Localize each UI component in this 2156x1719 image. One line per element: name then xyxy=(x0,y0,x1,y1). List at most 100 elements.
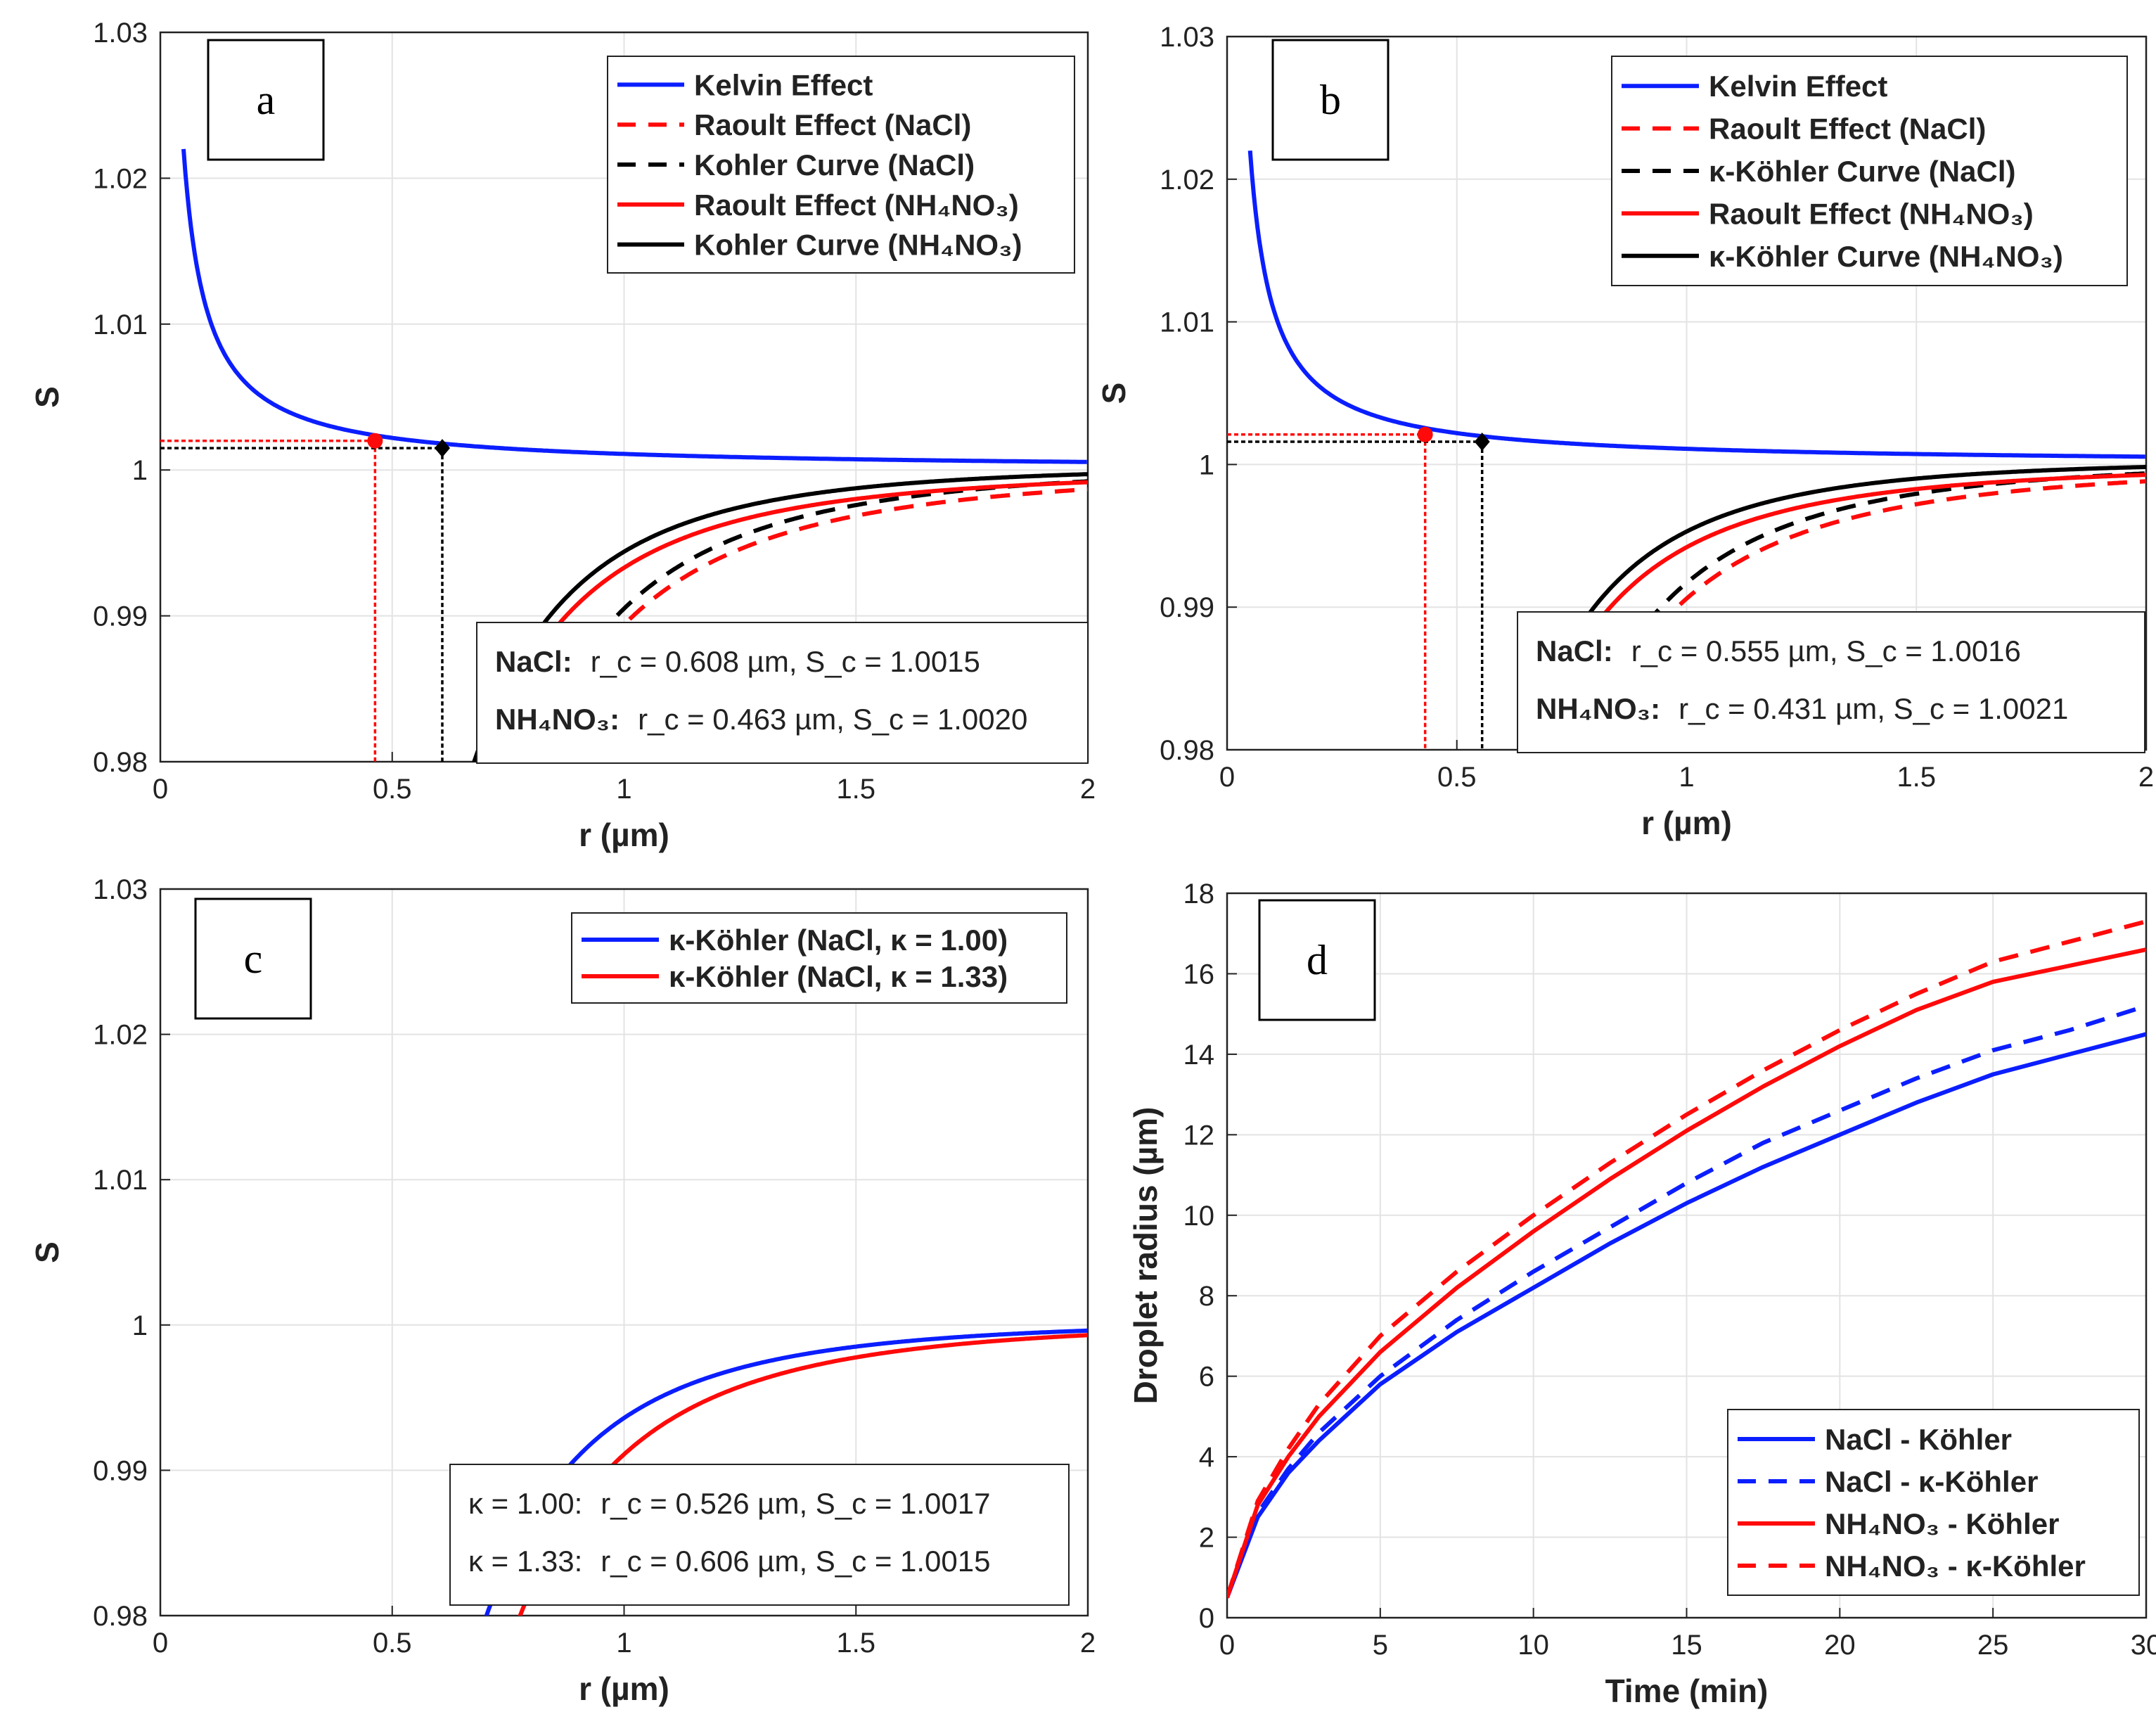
annotation-box xyxy=(1517,611,2145,753)
chart-panel-c: 0 0.5 1 1.5 2 0.98 0.99 1 1.01 1.02 1.03 r (µm) Sκ-K… xyxy=(29,874,1096,1707)
legend-entry: Kohler Curve (NH₄NO₃) xyxy=(694,229,1022,262)
annotation-label: κ = 1.33: xyxy=(468,1545,582,1578)
y-tick-label: 0.99 xyxy=(1160,592,1214,623)
annotation-box xyxy=(449,1464,1070,1606)
legend-box xyxy=(607,56,1075,274)
plot-frame xyxy=(1226,892,2148,1619)
x-tick-label: 2 xyxy=(1080,1628,1096,1659)
x-axis-label: r (µm) xyxy=(1641,805,1732,841)
legend-entry: κ-Köhler Curve (NaCl) xyxy=(1709,155,2015,188)
annotation-text: r_c = 0.463 µm, S_c = 1.0020 xyxy=(638,703,1027,736)
panel-label-box xyxy=(194,897,312,1020)
annotation-text: r_c = 0.606 µm, S_c = 1.0015 xyxy=(601,1545,990,1578)
x-tick-label: 1.5 xyxy=(836,774,875,805)
y-tick-label: 0.99 xyxy=(93,601,148,632)
annotation-text: r_c = 0.608 µm, S_c = 1.0015 xyxy=(591,645,980,678)
plot-area xyxy=(1227,919,2146,1599)
x-tick-label: 2 xyxy=(2138,762,2154,793)
legend-entry: NH₄NO₃ - κ-Köhler xyxy=(1825,1549,2086,1583)
panel-label-box xyxy=(1258,899,1376,1021)
y-tick-label: 1.02 xyxy=(93,163,148,194)
legend-entry: NH₄NO₃ - Köhler xyxy=(1825,1507,2059,1540)
legend-entry: Raoult Effect (NH₄NO₃) xyxy=(1709,197,2034,230)
y-tick-label: 1.03 xyxy=(93,874,148,905)
legend-entry: Kelvin Effect xyxy=(694,68,873,101)
y-tick-label: 4 xyxy=(1199,1442,1214,1473)
annotation-label: NH₄NO₃: xyxy=(1536,692,1660,725)
annotation-text: r_c = 0.555 µm, S_c = 1.0016 xyxy=(1631,634,2021,667)
y-tick-label: 1.01 xyxy=(1160,307,1214,338)
x-tick-label: 20 xyxy=(1824,1630,1856,1661)
chart-panel-b: 0 0.5 1 1.5 2 0.98 0.99 1 1.01 1.02 1.03 r (µm) S Kel… xyxy=(1096,22,2154,841)
y-tick-label: 1.03 xyxy=(1160,22,1214,53)
annotation-label: NaCl: xyxy=(495,645,572,678)
y-tick-label: 0 xyxy=(1199,1603,1214,1634)
x-axis-label: Time (min) xyxy=(1605,1673,1769,1709)
x-tick-label: 2 xyxy=(1080,774,1096,805)
y-tick-label: 1.02 xyxy=(1160,165,1214,196)
plot-frame xyxy=(159,888,1089,1617)
annotation-text: r_c = 0.431 µm, S_c = 1.0021 xyxy=(1679,692,2068,725)
y-tick-label: 18 xyxy=(1183,878,1215,909)
series-line xyxy=(1227,1004,2146,1599)
x-tick-label: 1.5 xyxy=(836,1628,875,1659)
y-tick-label: 1 xyxy=(132,1310,148,1341)
critical-point-marker xyxy=(367,433,383,449)
critical-point-marker xyxy=(1417,426,1433,442)
y-tick-label: 6 xyxy=(1199,1362,1214,1393)
legend-entry: Kohler Curve (NaCl) xyxy=(694,148,975,181)
y-tick-label: 1.01 xyxy=(93,309,148,340)
y-axis-label: S xyxy=(29,386,65,408)
panel-label: a xyxy=(257,77,276,123)
x-tick-label: 0 xyxy=(153,774,168,805)
y-tick-label: 2 xyxy=(1199,1523,1214,1554)
y-tick-label: 1 xyxy=(1199,449,1214,480)
x-tick-label: 1 xyxy=(616,774,631,805)
legend-entry: κ-Köhler Curve (NH₄NO₃) xyxy=(1709,240,2063,273)
y-tick-label: 16 xyxy=(1183,959,1215,990)
legend-entry: Raoult Effect (NaCl) xyxy=(1709,113,1986,146)
panel-label-box xyxy=(207,39,325,161)
critical-point-marker xyxy=(434,439,450,458)
panel-label-box xyxy=(1271,39,1390,161)
series-line xyxy=(1227,919,2146,1599)
x-axis-label: r (µm) xyxy=(579,817,669,853)
y-tick-label: 8 xyxy=(1199,1281,1214,1312)
annotation-text: r_c = 0.526 µm, S_c = 1.0017 xyxy=(601,1487,990,1520)
annotation-box xyxy=(476,622,1089,764)
critical-point-marker xyxy=(1474,432,1490,451)
legend-entry: κ-Köhler (NaCl, κ = 1.00) xyxy=(669,924,1008,957)
annotation-label: κ = 1.00: xyxy=(468,1487,582,1520)
panel-label: d xyxy=(1307,937,1328,983)
annotation-label: NaCl: xyxy=(1536,634,1613,667)
x-tick-label: 25 xyxy=(1977,1630,2009,1661)
y-axis-label: S xyxy=(29,1241,65,1263)
x-tick-label: 0 xyxy=(153,1628,168,1659)
annotation-label: NH₄NO₃: xyxy=(495,703,620,736)
y-tick-label: 0.98 xyxy=(93,747,148,778)
legend-entry: Kelvin Effect xyxy=(1709,70,1887,103)
x-tick-label: 0.5 xyxy=(373,774,412,805)
legend-entry: Raoult Effect (NaCl) xyxy=(694,108,971,141)
x-tick-label: 15 xyxy=(1671,1630,1702,1661)
series-line xyxy=(1520,464,2146,750)
series-line xyxy=(472,472,1088,762)
series-line xyxy=(1227,1032,2146,1599)
legend-entry: Raoult Effect (NH₄NO₃) xyxy=(694,188,1019,222)
y-axis-label: S xyxy=(1096,383,1132,404)
x-tick-label: 5 xyxy=(1373,1630,1388,1661)
x-axis-label: r (µm) xyxy=(579,1670,669,1707)
y-tick-label: 0.99 xyxy=(93,1455,148,1486)
series-line xyxy=(1227,947,2146,1599)
x-tick-label: 0 xyxy=(1219,1630,1235,1661)
x-tick-label: 0.5 xyxy=(1437,762,1477,793)
x-tick-label: 10 xyxy=(1517,1630,1549,1661)
y-tick-label: 12 xyxy=(1183,1120,1215,1151)
x-tick-label: 0 xyxy=(1219,762,1235,793)
legend-entry: NaCl - κ-Köhler xyxy=(1825,1465,2038,1498)
y-tick-label: 14 xyxy=(1183,1040,1215,1071)
legend-entry: κ-Köhler (NaCl, κ = 1.33) xyxy=(669,960,1008,993)
y-tick-label: 1.01 xyxy=(93,1165,148,1196)
legend-box xyxy=(571,912,1067,1004)
